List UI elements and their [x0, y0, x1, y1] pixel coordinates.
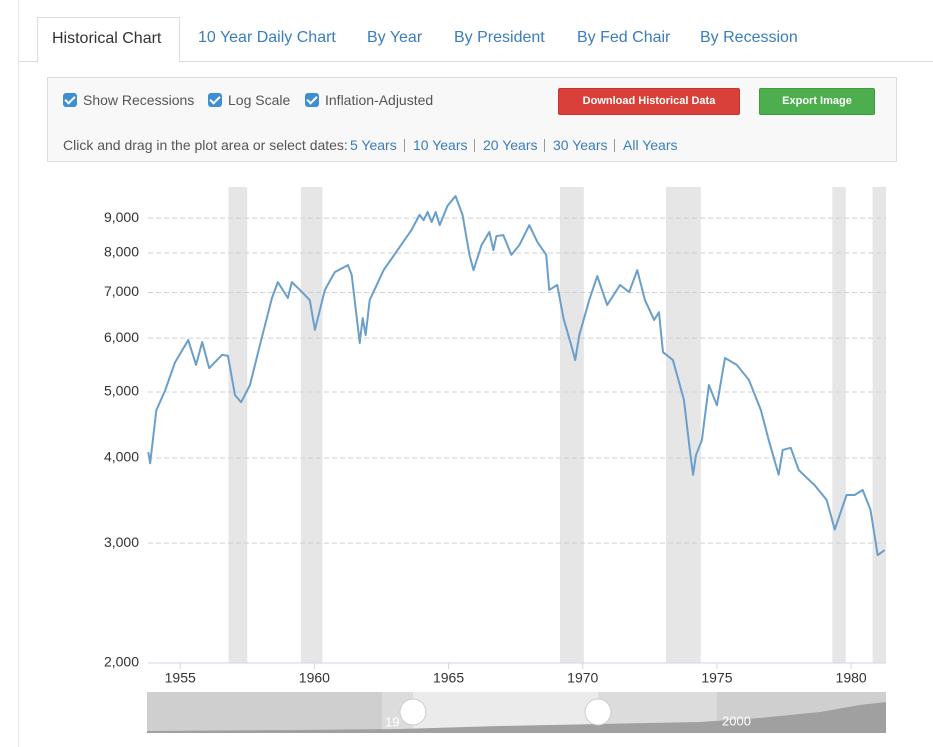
x-tick-label: 1970 [567, 670, 598, 686]
y-tick-label: 5,000 [104, 383, 139, 399]
recession-band [872, 187, 886, 663]
export-button[interactable]: Export Image [759, 88, 875, 115]
recession-band [300, 187, 323, 663]
tab[interactable]: Historical Chart [37, 17, 180, 63]
button-label: Download Historical Data [582, 95, 716, 107]
tab[interactable]: By Recession [700, 29, 798, 46]
range-link[interactable]: All Years [623, 137, 678, 153]
separator [404, 139, 405, 152]
tab-rule [18, 61, 933, 62]
button-label: Export Image [782, 95, 852, 107]
navigator-area [147, 702, 886, 733]
y-tick-label: 9,000 [104, 209, 139, 225]
range-link[interactable]: 10 Years [413, 137, 468, 153]
checkbox-label[interactable]: Show Recessions [83, 92, 195, 108]
recession-band [559, 187, 584, 663]
navigator-label: 2000 [722, 713, 751, 728]
navigator-handle[interactable] [584, 698, 612, 726]
y-tick-label: 6,000 [104, 329, 139, 345]
y-tick-label: 2,000 [104, 654, 139, 670]
navigator-label: 19 [385, 714, 399, 729]
y-tick-label: 8,000 [104, 244, 139, 260]
navigator-handle[interactable] [399, 698, 427, 726]
x-tick-label: 1980 [836, 670, 867, 686]
recession-band [665, 187, 701, 663]
range-link[interactable]: 30 Years [553, 137, 608, 153]
x-tick-label: 1975 [701, 670, 732, 686]
tab[interactable]: 10 Year Daily Chart [198, 29, 336, 46]
tab[interactable]: By Year [367, 29, 423, 46]
checkbox-label[interactable]: Inflation-Adjusted [325, 92, 434, 108]
checkbox[interactable] [63, 93, 77, 107]
range-link[interactable]: 5 Years [350, 137, 397, 153]
checkbox-label[interactable]: Log Scale [228, 92, 291, 108]
x-tick-label: 1955 [165, 670, 196, 686]
checkbox[interactable] [208, 93, 222, 107]
y-tick-label: 3,000 [104, 534, 139, 550]
control-panel [47, 77, 897, 162]
range-prompt: Click and drag in the plot area or selec… [63, 137, 348, 153]
checkbox[interactable] [305, 93, 319, 107]
separator [544, 139, 545, 152]
page-edge [18, 0, 19, 747]
tab[interactable]: By President [454, 29, 545, 46]
data-line [147, 195, 886, 557]
y-tick-label: 7,000 [104, 283, 139, 299]
x-tick-label: 1960 [299, 670, 330, 686]
tab[interactable]: By Fed Chair [577, 29, 671, 46]
y-tick-label: 4,000 [104, 449, 139, 465]
x-tick-label: 1965 [433, 670, 464, 686]
navigator[interactable]: 19 2000 [147, 692, 886, 733]
separator [614, 139, 615, 152]
separator [474, 139, 475, 152]
recession-band [832, 187, 846, 663]
range-link[interactable]: 20 Years [483, 137, 538, 153]
download-button[interactable]: Download Historical Data [558, 88, 740, 115]
recession-band [228, 187, 248, 663]
